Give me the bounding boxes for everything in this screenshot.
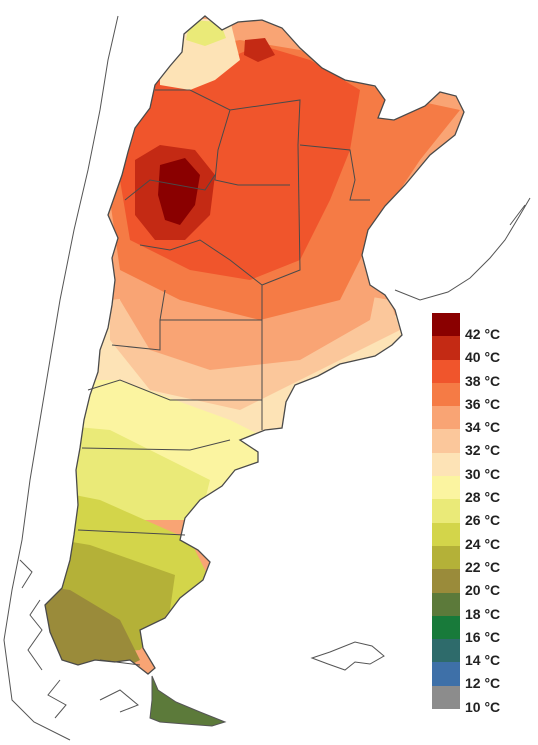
legend-label: 38 °C (465, 372, 501, 389)
legend-item: 22 °C (432, 545, 536, 575)
legend-label: 12 °C (465, 675, 501, 692)
legend-swatch (432, 359, 460, 383)
legend-swatch (432, 499, 460, 523)
legend-swatch (432, 452, 460, 477)
legend-item: 28 °C (432, 476, 536, 505)
legend-label: 28 °C (465, 489, 501, 506)
legend-item: 12 °C (432, 662, 536, 691)
legend-swatch (432, 476, 460, 500)
legend-swatch (432, 592, 460, 616)
legend-item: 34 °C (432, 406, 536, 435)
legend-item: 26 °C (432, 499, 536, 528)
legend-label: 36 °C (465, 395, 501, 412)
legend-label: 18 °C (465, 605, 501, 622)
legend-item: 18 °C (432, 592, 536, 622)
legend-label: 14 °C (465, 652, 501, 669)
legend-swatch (432, 313, 460, 337)
legend-item: 24 °C (432, 522, 536, 552)
legend-item: 42 °C (432, 313, 536, 342)
legend-item: 30 °C (432, 452, 536, 482)
legend-item: 38 °C (432, 359, 536, 389)
legend-swatch (432, 639, 460, 663)
legend-label: 32 °C (465, 442, 501, 459)
legend-label: 24 °C (465, 535, 501, 552)
legend-swatch (432, 662, 460, 686)
legend-item: 20 °C (432, 569, 536, 598)
legend-label: 34 °C (465, 419, 501, 436)
legend-item: 36 °C (432, 382, 536, 412)
legend-label: 22 °C (465, 558, 501, 575)
legend-item: 16 °C (432, 615, 536, 645)
temperature-legend: 42 °C 40 °C 38 °C 36 °C 34 °C 32 °C 30 °C 28 °C… (432, 313, 536, 715)
legend-label: 26 °C (465, 512, 501, 529)
legend-swatch (432, 569, 460, 593)
legend-label: 16 °C (465, 628, 501, 645)
legend-item: 14 °C (432, 639, 536, 668)
legend-swatch (432, 382, 460, 407)
legend-label: 40 °C (465, 349, 501, 366)
legend-item: 10 °C (432, 685, 536, 715)
legend-swatch (432, 615, 460, 640)
legend-label: 30 °C (465, 465, 501, 482)
legend-item: 40 °C (432, 336, 536, 365)
legend-swatch (432, 545, 460, 570)
legend-item: 32 °C (432, 429, 536, 458)
legend-swatch (432, 336, 460, 360)
legend-swatch (432, 429, 460, 453)
legend-label: 10 °C (465, 698, 501, 715)
legend-swatch (432, 522, 460, 546)
legend-swatch (432, 685, 460, 710)
legend-label: 20 °C (465, 582, 501, 599)
legend-label: 42 °C (465, 326, 501, 342)
legend-swatch (432, 406, 460, 430)
